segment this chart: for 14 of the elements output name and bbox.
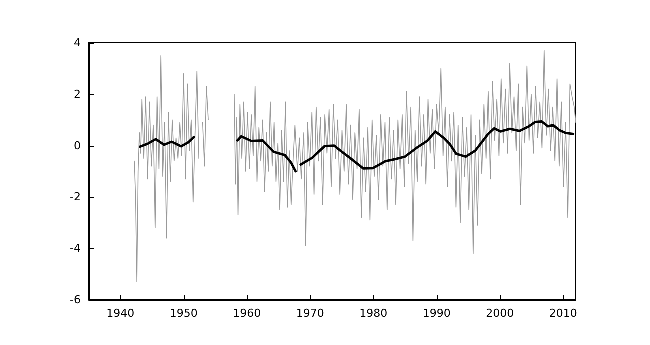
y-tick-label: -2 <box>70 190 81 204</box>
y-tick-label: 4 <box>74 36 81 50</box>
x-tick-label: 1960 <box>233 307 262 320</box>
x-tick-label: 2000 <box>486 307 514 320</box>
x-tick-label: 1980 <box>360 307 388 320</box>
y-tick-label: -4 <box>70 242 81 256</box>
x-tick-label: 1950 <box>170 307 198 320</box>
x-tick-label: 1970 <box>296 307 324 320</box>
x-tick-label: 1990 <box>422 307 451 320</box>
x-tick-label: 2010 <box>549 307 578 320</box>
x-tick-label: 1940 <box>106 307 135 320</box>
y-tick-label: -6 <box>70 294 81 306</box>
y-tick-label: 0 <box>74 139 81 152</box>
y-tick-label: 2 <box>74 88 81 101</box>
